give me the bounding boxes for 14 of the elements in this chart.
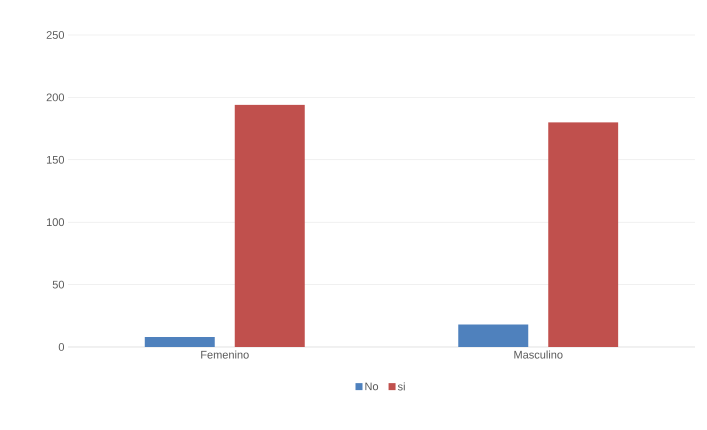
- y-tick-label: 100: [46, 218, 64, 226]
- bar: [144, 337, 215, 347]
- x-tick-label: Femenino: [201, 350, 249, 359]
- bar: [548, 122, 618, 347]
- y-tick-label: 50: [52, 280, 64, 288]
- bar: [458, 324, 528, 347]
- y-tick-label: 150: [46, 156, 64, 164]
- x-tick-label: Masculino: [514, 350, 563, 359]
- bar: [234, 104, 305, 347]
- y-tick-label: 200: [46, 94, 64, 102]
- y-tick-label: 0: [58, 343, 64, 351]
- legend-label: si: [398, 382, 405, 390]
- legend-label: No: [365, 382, 378, 390]
- y-tick-label: 250: [46, 31, 64, 39]
